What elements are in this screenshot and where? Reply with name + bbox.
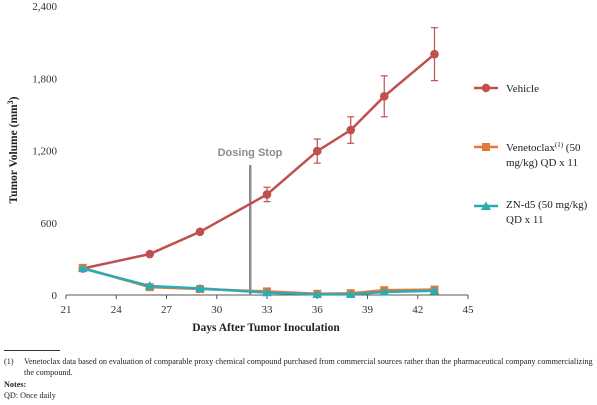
notes-definition: QD: Once daily xyxy=(4,390,56,400)
x-tick-label: 36 xyxy=(312,304,324,316)
footnote-marker: (1) xyxy=(4,357,14,366)
data-point xyxy=(195,283,205,292)
data-point xyxy=(312,146,322,156)
x-tick-label: 45 xyxy=(463,304,475,316)
x-tick-label: 24 xyxy=(111,304,123,316)
data-point xyxy=(346,125,356,135)
footnote-rule xyxy=(4,350,60,351)
x-tick-label: 42 xyxy=(412,304,423,316)
legend-item-znd5: ZN-d5 (50 mg/kg) QD x 11 xyxy=(474,199,588,226)
footnotes: (1) Venetoclax data based on evaluation … xyxy=(4,350,594,401)
notes-heading: Notes: xyxy=(4,380,27,390)
footnote-text: Venetoclax data based on evaluation of c… xyxy=(24,357,593,377)
legend-venetoclax-label-1: Venetoclax(1) (50 xyxy=(506,141,581,154)
series-3 xyxy=(77,263,440,298)
legend-venetoclax-marker xyxy=(482,143,490,151)
x-tick-label: 27 xyxy=(161,304,173,316)
data-point xyxy=(312,289,323,298)
y-tick-label: 1,800 xyxy=(32,73,57,85)
data-point xyxy=(144,281,155,290)
x-tick-label: 21 xyxy=(61,304,72,316)
data-point xyxy=(430,49,439,59)
legend-item-vehicle: Vehicle xyxy=(474,83,539,95)
legend-item-venetoclax: Venetoclax(1) (50 mg/kg) QD x 11 xyxy=(474,141,581,169)
tumor-volume-chart: 21 24 27 30 33 36 39 42 45 0 600 1,200 1,800 2,400 Do… xyxy=(6,1,588,334)
data-point xyxy=(429,285,440,295)
dosing-stop-annotation: Dosing Stop xyxy=(218,147,283,295)
legend-znd5-marker xyxy=(481,201,491,210)
data-point xyxy=(262,190,272,199)
series-line xyxy=(82,267,435,296)
data-point xyxy=(195,227,205,237)
data-point xyxy=(145,249,155,259)
data-point xyxy=(262,287,272,297)
legend-vehicle-marker xyxy=(481,83,491,93)
x-tick-label: 30 xyxy=(211,304,223,316)
y-tick-label: 2,400 xyxy=(32,1,57,13)
legend-vehicle-label: Vehicle xyxy=(506,83,539,95)
x-tick-label: 33 xyxy=(262,304,274,316)
x-axis-title: Days After Tumor Inoculation xyxy=(192,322,340,334)
chart-axes: 21 24 27 30 33 36 39 42 45 0 600 1,200 1,800 2,400 xyxy=(32,1,474,316)
legend-znd5-label-2: QD x 11 xyxy=(506,214,543,226)
y-axis-title: Tumor Volume (mm3) xyxy=(6,96,20,203)
y-tick-label: 0 xyxy=(52,290,58,302)
data-point xyxy=(379,287,390,296)
legend-venetoclax-label-2: mg/kg) QD x 11 xyxy=(506,157,578,169)
x-tick-label: 39 xyxy=(362,304,374,316)
chart-series xyxy=(77,27,440,298)
chart-legend: Vehicle Venetoclax(1) (50 mg/kg) QD x 11… xyxy=(474,83,588,226)
y-tick-label: 1,200 xyxy=(32,146,57,158)
data-point xyxy=(77,263,88,273)
footnote-1: (1) Venetoclax data based on evaluation … xyxy=(4,357,594,378)
series-line xyxy=(82,53,436,270)
legend-znd5-label-1: ZN-d5 (50 mg/kg) xyxy=(506,199,588,211)
y-tick-label: 600 xyxy=(41,218,58,230)
data-point xyxy=(379,92,389,101)
data-point xyxy=(345,289,356,298)
dosing-stop-label: Dosing Stop xyxy=(218,147,283,159)
